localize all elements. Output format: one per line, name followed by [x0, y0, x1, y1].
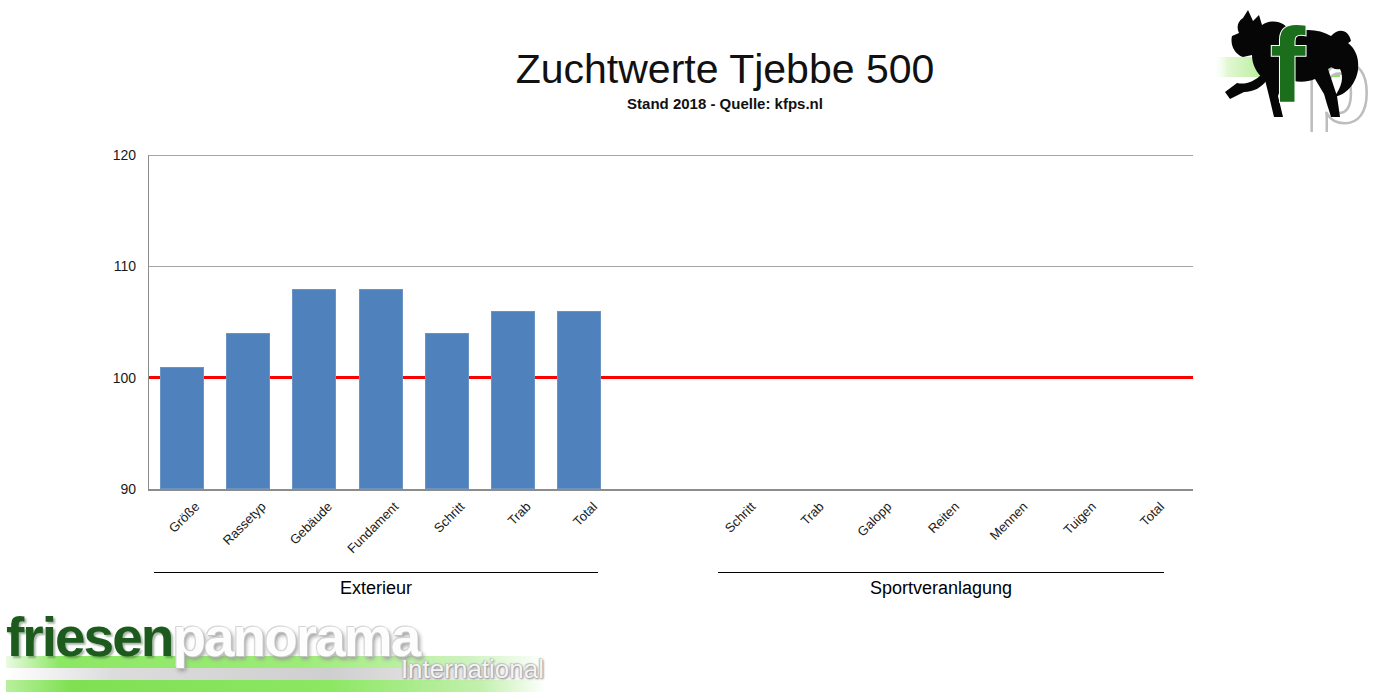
bar	[359, 289, 403, 489]
group-label: Sportveranlagung	[718, 578, 1164, 599]
bar	[160, 367, 204, 489]
group-underline	[718, 572, 1164, 573]
bar	[491, 311, 535, 489]
x-category-label: Gebäude	[287, 499, 335, 547]
brand-word-panorama: panorama	[172, 606, 419, 668]
y-tick-label: 120	[90, 147, 136, 163]
x-category-label: Reiten	[925, 499, 962, 536]
x-category-label: Rassetyp	[220, 499, 269, 548]
friesenpanorama-logo: friesenpanorama International	[6, 610, 546, 696]
logo-letter-f: f	[1270, 6, 1306, 124]
gridline	[149, 266, 1193, 267]
plot-area: GrößeRassetypGebäudeFundamentSchrittTrab…	[148, 155, 1193, 491]
x-category-label: Schritt	[722, 499, 759, 536]
x-category-label: Größe	[166, 499, 203, 536]
chart-header: Zuchtwerte Tjebbe 500 Stand 2018 - Quell…	[0, 46, 1400, 112]
x-category-label: Fundament	[344, 499, 401, 556]
bar	[292, 289, 336, 489]
y-tick-label: 90	[90, 481, 136, 497]
bar	[425, 333, 469, 489]
fp-logo: p f	[1212, 2, 1392, 132]
x-category-label: Galopp	[854, 499, 894, 539]
x-category-label: Tuigen	[1060, 499, 1098, 537]
chart-canvas: Zuchtwerte Tjebbe 500 Stand 2018 - Quell…	[0, 0, 1400, 700]
x-category-label: Trab	[797, 499, 826, 528]
y-tick-label: 110	[90, 258, 136, 274]
brand-wordmark: friesenpanorama	[6, 610, 419, 665]
x-category-label: Mennen	[987, 499, 1031, 543]
y-tick-label: 100	[90, 370, 136, 386]
x-category-label: Total	[1137, 499, 1167, 529]
gridline	[149, 155, 1193, 156]
group-label: Exterieur	[154, 578, 598, 599]
x-category-label: Schritt	[431, 499, 468, 536]
brand-word-friesen: friesen	[6, 606, 172, 668]
chart-subtitle: Stand 2018 - Quelle: kfps.nl	[0, 95, 1400, 112]
x-category-label: Total	[570, 499, 600, 529]
friesian-horse-icon: p f	[1212, 2, 1392, 132]
group-underline	[154, 572, 598, 573]
chart-title: Zuchtwerte Tjebbe 500	[0, 46, 1400, 93]
bar	[557, 311, 601, 489]
x-category-label: Trab	[504, 499, 533, 528]
brand-tagline: International	[401, 654, 544, 685]
bar	[226, 333, 270, 489]
